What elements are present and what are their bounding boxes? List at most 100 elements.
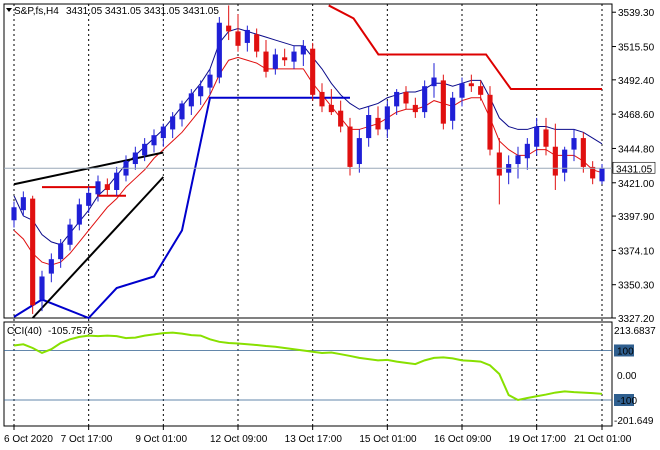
candle-body [310, 48, 316, 95]
current-price-tag [612, 161, 656, 174]
candle-body [319, 91, 325, 107]
candle-body [440, 80, 446, 124]
candle-body [226, 25, 232, 32]
candle-body [291, 51, 297, 62]
cci-pane[interactable] [3, 321, 613, 427]
cci-series [13, 331, 603, 402]
candle-body [86, 192, 92, 206]
candle-body [431, 77, 437, 87]
candle-body [207, 74, 213, 88]
candle-body [496, 152, 502, 176]
time-tick-label: 13 Oct 17:00 [285, 434, 343, 445]
candle-body [58, 243, 64, 260]
candle-body [244, 29, 250, 43]
cci-value: -105.7576 [48, 326, 93, 337]
candle-body [151, 135, 157, 146]
candle-body [478, 86, 484, 95]
candle-body [534, 126, 540, 147]
candle-body [375, 117, 381, 130]
symbol-dropdown-icon[interactable] [6, 8, 12, 12]
candle-body [76, 204, 82, 225]
candle-body [356, 138, 362, 165]
current-price-label: 3431.05 [616, 164, 653, 175]
candle-body [254, 34, 260, 52]
candle-body [160, 126, 166, 139]
candle-body [412, 104, 418, 113]
candle-body [48, 259, 54, 274]
cci-axis: 100 0.00 -100 213.6837 -201.649 [4, 326, 656, 427]
candle-body [515, 155, 521, 165]
candle-body [580, 138, 586, 167]
candle-body [562, 149, 568, 173]
price-tick-label: 3374.10 [618, 246, 655, 257]
candle-body [263, 51, 269, 72]
candle-body [552, 146, 558, 176]
candle-body [347, 126, 353, 167]
candle-body [366, 115, 372, 139]
time-tick-label: 9 Oct 01:00 [135, 434, 187, 445]
candle-body [450, 97, 456, 121]
candle-body [30, 198, 36, 306]
time-tick-label: 21 Oct 01:00 [574, 434, 632, 445]
cci-label: CCI(40) [7, 326, 42, 337]
candle-body [104, 184, 110, 190]
candle-body [198, 86, 204, 97]
cci-level-tag [614, 394, 634, 406]
candles [11, 5, 605, 314]
candle-body [132, 152, 138, 165]
channel-line-red-upper [328, 4, 602, 91]
candle-body [338, 110, 344, 127]
price-tick-label: 3444.80 [618, 144, 655, 155]
time-tick-label: 7 Oct 17:00 [61, 434, 113, 445]
candle-body [179, 103, 185, 120]
ohlc-values: 3431.05 3431.05 3431.05 3431.05 [66, 6, 219, 17]
candle-body [422, 86, 428, 113]
cci-max-label: 213.6837 [614, 326, 656, 337]
price-tick-label: 3515.50 [618, 43, 655, 54]
candle-body [524, 143, 530, 159]
price-tick-label: 3492.40 [618, 76, 655, 87]
candle-body [543, 129, 549, 147]
cci-level-label: 100 [617, 346, 634, 357]
price-tick-label: 3327.20 [618, 314, 655, 325]
candle-body [487, 94, 493, 150]
symbol-label: S&P,fs,H4 [14, 6, 59, 17]
candle-body [403, 91, 409, 104]
trendline [31, 176, 165, 319]
price-tick-label: 3421.00 [618, 179, 655, 190]
candle-body [272, 54, 278, 69]
candle-body [188, 93, 194, 107]
candle-body [39, 276, 45, 300]
candle-body [282, 57, 288, 61]
candle-body [114, 172, 120, 190]
candle-body [235, 31, 241, 46]
cci-level-label: -100 [617, 396, 637, 407]
candle-body [590, 166, 596, 179]
time-tick-label: 19 Oct 17:00 [509, 434, 567, 445]
candle-body [95, 181, 101, 195]
candle-body [328, 104, 334, 113]
candle-body [216, 22, 222, 78]
time-axis: 6 Oct 2020 7 Oct 17:00 9 Oct 01:00 12 Oct 0… [4, 426, 632, 445]
cci-line [13, 331, 603, 402]
moving-average-red [13, 56, 603, 266]
time-tick-label: 6 Oct 2020 [4, 434, 53, 445]
candle-body [571, 138, 577, 150]
time-tick-label: 12 Oct 09:00 [210, 434, 268, 445]
candle-body [459, 83, 465, 98]
price-pane[interactable] [3, 3, 613, 319]
cci-min-label: -201.649 [614, 416, 654, 427]
channel-line-blue [13, 96, 350, 320]
price-axis: 3539.30 3515.50 3492.40 3468.60 3444.80 3421.… [612, 8, 655, 325]
cci-level-tag [614, 344, 634, 357]
candle-body [384, 106, 390, 130]
price-tick-label: 3539.30 [618, 8, 655, 19]
price-tick-label: 3397.90 [618, 212, 655, 223]
candle-body [67, 224, 73, 245]
candle-body [142, 143, 148, 156]
cci-level-label: 0.00 [617, 371, 637, 382]
moving-average-blue [13, 27, 603, 246]
price-tick-label: 3468.60 [618, 110, 655, 121]
